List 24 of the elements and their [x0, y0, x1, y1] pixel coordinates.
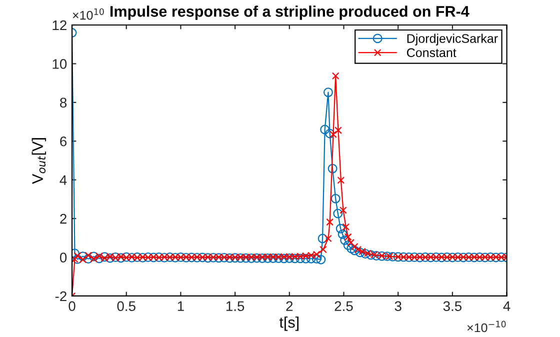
x-tick-label: 4 [503, 301, 510, 311]
y-tick-label: 0 [60, 252, 67, 262]
y-axis-title: V$_{out}$[V] [32, 138, 46, 184]
x-tick-label: 1 [178, 301, 184, 311]
y-tick-label: 4 [60, 175, 67, 185]
x-tick-label: 2.5 [334, 301, 353, 312]
chart-title: Impulse response of a stripline produced on FR-4 [110, 6, 470, 20]
x-tick-label: 1.5 [226, 301, 244, 312]
x-tick-label: 2 [286, 301, 293, 311]
x-tick-label: 0 [68, 301, 76, 312]
y-tick-label: 12 [52, 20, 66, 30]
x-tick-label: 3.5 [443, 301, 462, 312]
x-axis-title: t[s] [279, 316, 299, 331]
x-tick-label: 0.5 [117, 301, 136, 312]
text: ×10$^{10}$ [72, 8, 104, 20]
legend-label: Constant [406, 48, 456, 58]
x-tick-label: 3 [394, 301, 402, 312]
legend-label: DjordjevicSarkar [407, 34, 498, 46]
y-tick-label: 6 [60, 136, 67, 146]
y-tick-label: 2 [60, 214, 66, 224]
y-tick-label: 8 [60, 98, 67, 108]
text: ×10$^{−10}$ [467, 320, 506, 332]
y-tick-label: -2 [55, 291, 66, 302]
y-tick-label: 10 [52, 59, 67, 69]
